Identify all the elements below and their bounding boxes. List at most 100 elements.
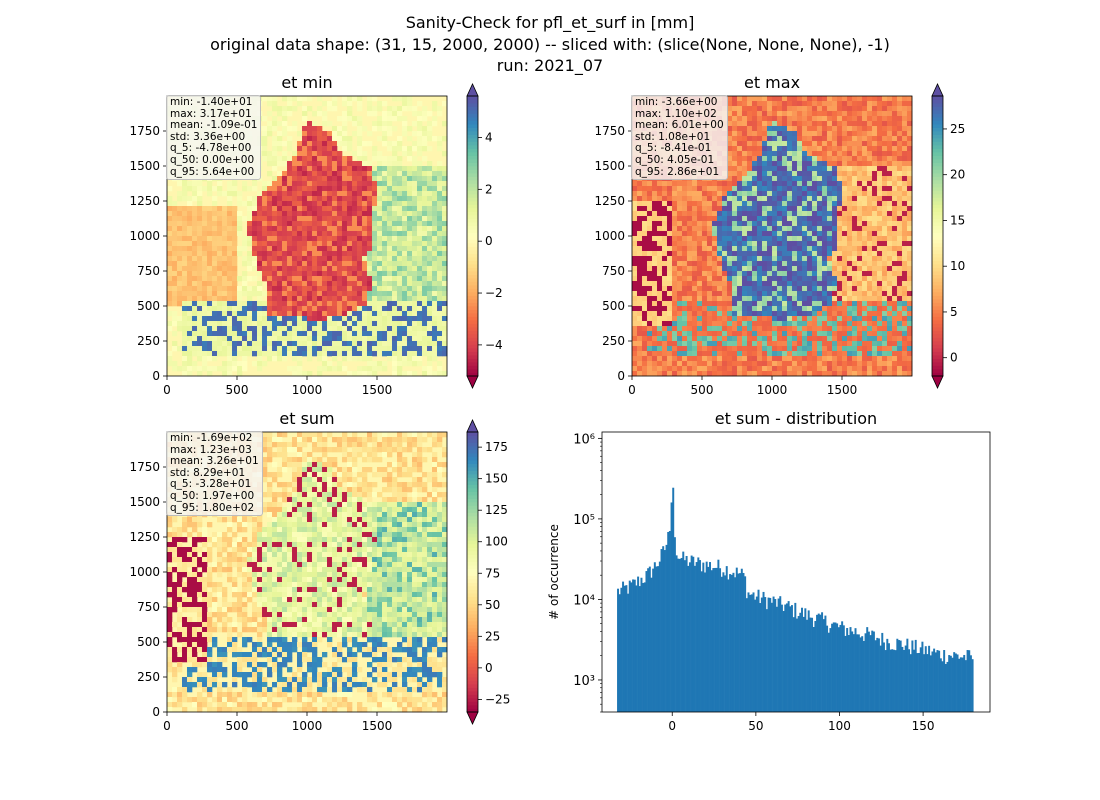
heatmap-cell	[862, 106, 868, 112]
heatmap-cell	[812, 231, 818, 237]
heatmap-cell	[757, 261, 763, 267]
heatmap-cell	[762, 166, 768, 172]
heatmap-cell	[842, 106, 848, 112]
heatmap-cell	[342, 196, 348, 202]
heatmap-cell	[422, 331, 428, 337]
heatmap-cell	[882, 216, 888, 222]
heatmap-cell	[892, 106, 898, 112]
heatmap-cell	[332, 351, 338, 357]
heatmap-cell	[372, 361, 378, 367]
heatmap-cell	[757, 156, 763, 162]
heatmap-cell	[352, 316, 358, 322]
heatmap-cell	[797, 231, 803, 237]
heatmap-cell	[272, 301, 278, 307]
heatmap-cell	[812, 96, 818, 102]
heatmap-cell	[392, 211, 398, 217]
heatmap-cell	[382, 141, 388, 147]
heatmap-cell	[317, 306, 323, 312]
heatmap-cell	[647, 281, 653, 287]
heatmap-cell	[182, 346, 188, 352]
heatmap-cell	[232, 281, 238, 287]
heatmap-cell	[747, 181, 753, 187]
heatmap-cell	[232, 326, 238, 332]
heatmap-cell	[652, 241, 658, 247]
heatmap-cell	[907, 261, 913, 267]
heatmap-cell	[237, 336, 243, 342]
heatmap-cell	[707, 191, 713, 197]
heatmap-cell	[822, 171, 828, 177]
heatmap-cell	[217, 226, 223, 232]
heatmap-cell	[392, 271, 398, 277]
heatmap-cell	[222, 331, 228, 337]
heatmap-cell	[302, 111, 308, 117]
heatmap-cell	[337, 351, 343, 357]
heatmap-cell	[902, 131, 908, 137]
colorbar-segment	[467, 145, 478, 149]
heatmap-cell	[177, 191, 183, 197]
heatmap-cell	[387, 301, 393, 307]
heatmap-cell	[802, 211, 808, 217]
heatmap-cell	[302, 151, 308, 157]
heatmap-cell	[442, 196, 448, 202]
heatmap-cell	[332, 331, 338, 337]
heatmap-cell	[672, 246, 678, 252]
heatmap-cell	[257, 231, 263, 237]
heatmap-cell	[392, 201, 398, 207]
heatmap-cell	[667, 291, 673, 297]
heatmap-cell	[292, 326, 298, 332]
heatmap-cell	[852, 226, 858, 232]
heatmap-cell	[702, 226, 708, 232]
heatmap-cell	[272, 226, 278, 232]
y-tick-label: 1500	[129, 159, 160, 173]
heatmap-cell	[392, 126, 398, 132]
heatmap-cell	[312, 281, 318, 287]
heatmap-cell	[297, 276, 303, 282]
heatmap-cell	[762, 151, 768, 157]
heatmap-cell	[847, 276, 853, 282]
heatmap-cell	[172, 226, 178, 232]
heatmap-cell	[772, 161, 778, 167]
heatmap-cell	[327, 166, 333, 172]
heatmap-cell	[227, 206, 233, 212]
heatmap-cell	[362, 351, 368, 357]
heatmap-cell	[397, 176, 403, 182]
heatmap-cell	[887, 241, 893, 247]
heatmap-cell	[307, 141, 313, 147]
heatmap-cell	[867, 231, 873, 237]
heatmap-cell	[652, 256, 658, 262]
heatmap-cell	[872, 271, 878, 277]
heatmap-cell	[387, 311, 393, 317]
heatmap-cell	[197, 291, 203, 297]
heatmap-cell	[262, 156, 268, 162]
heatmap-cell	[407, 266, 413, 272]
heatmap-cell	[387, 206, 393, 212]
heatmap-cell	[192, 316, 198, 322]
heatmap-cell	[257, 366, 263, 372]
heatmap-cell	[387, 166, 393, 172]
heatmap-cell	[267, 276, 273, 282]
heatmap-cell	[382, 331, 388, 337]
heatmap-cell	[817, 266, 823, 272]
heatmap-cell	[337, 241, 343, 247]
heatmap-cell	[352, 131, 358, 137]
heatmap-cell	[767, 126, 773, 132]
heatmap-cell	[182, 326, 188, 332]
heatmap-cell	[292, 236, 298, 242]
heatmap-cell	[362, 206, 368, 212]
heatmap-cell	[332, 291, 338, 297]
heatmap-cell	[887, 191, 893, 197]
colorbar-segment	[467, 260, 478, 265]
heatmap-cell	[807, 106, 813, 112]
colorbar-segment	[467, 194, 478, 198]
heatmap-cell	[237, 311, 243, 317]
heatmap-cell	[817, 261, 823, 267]
heatmap-cell	[687, 231, 693, 237]
heatmap-cell	[907, 186, 913, 192]
heatmap-cell	[752, 151, 758, 157]
heatmap-cell	[382, 351, 388, 357]
heatmap-cell	[422, 256, 428, 262]
heatmap-cell	[342, 276, 348, 282]
heatmap-cell	[407, 286, 413, 292]
heatmap-cell	[427, 226, 433, 232]
heatmap-cell	[777, 256, 783, 262]
